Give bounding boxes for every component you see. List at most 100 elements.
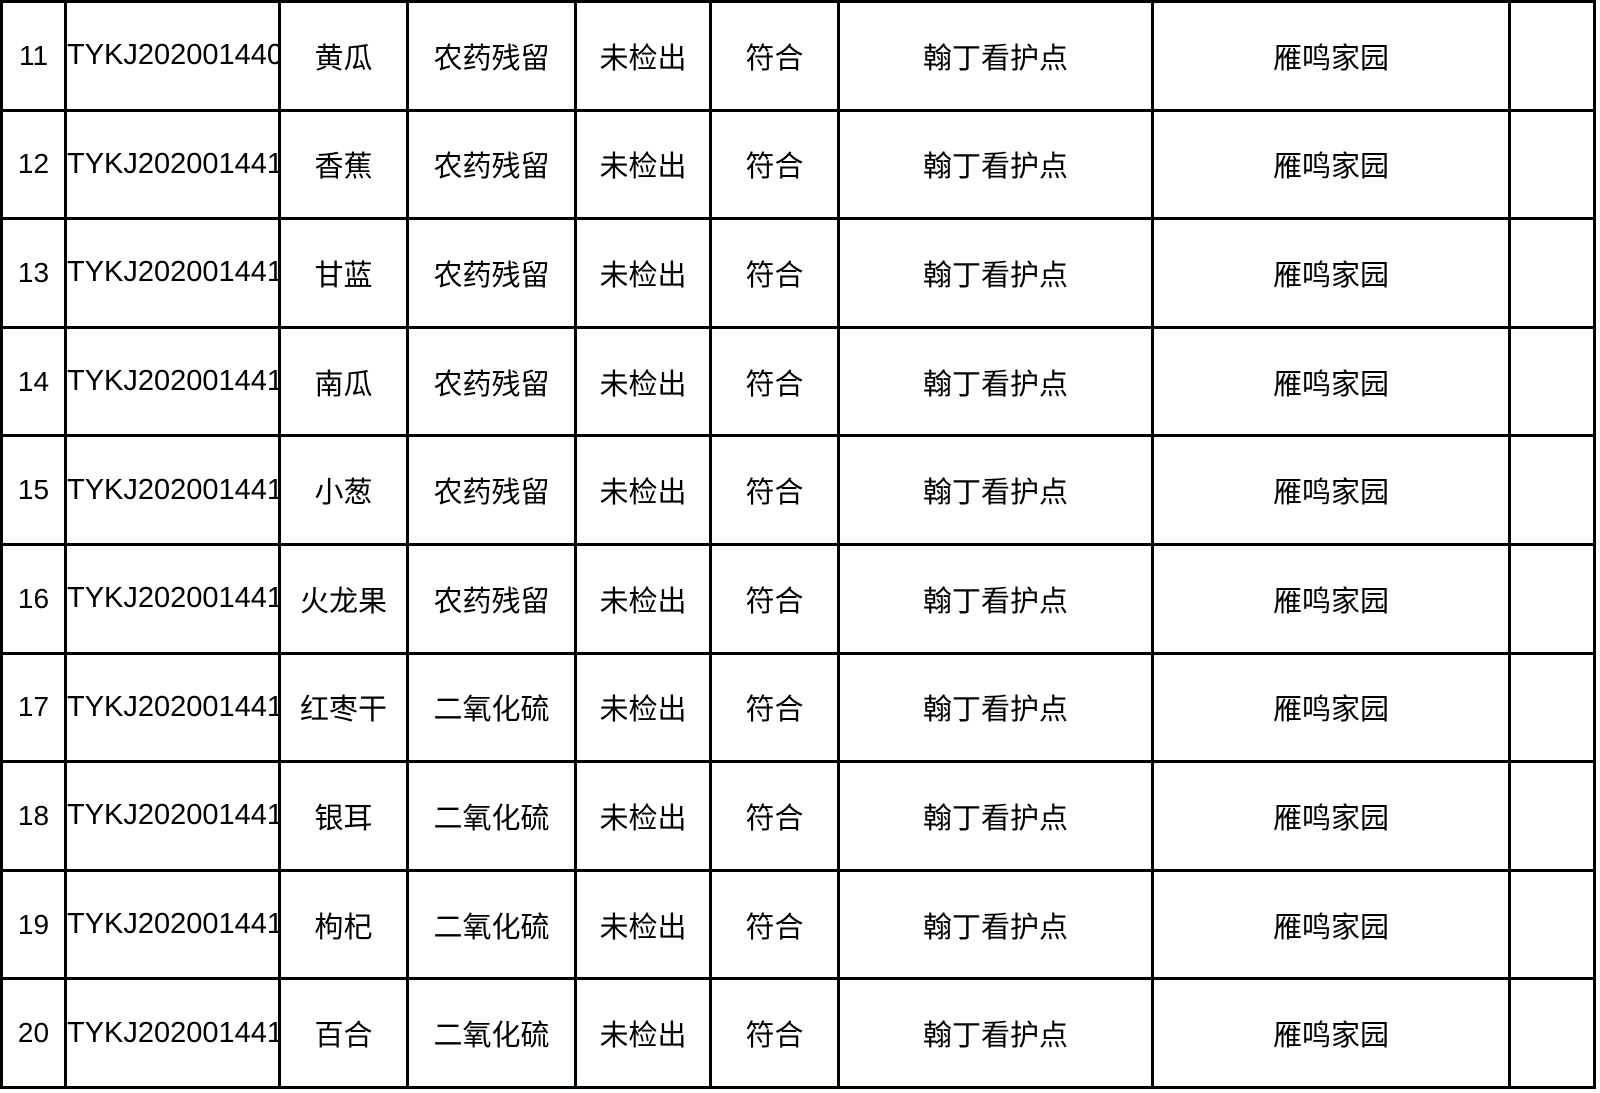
cell-sample-name: 小葱 (278, 434, 409, 546)
cell-test-result: 未检出 (574, 868, 712, 981)
cell-sample-code: TYKJ2020014418 (64, 977, 281, 1089)
cell-row-number: 17 (0, 651, 67, 764)
cell-remark (1508, 651, 1596, 764)
cell-test-result: 未检出 (574, 434, 712, 546)
cell-sample-code: TYKJ2020014414 (64, 542, 281, 655)
cell-remark (1508, 0, 1596, 112)
cell-sampling-site: 翰丁看护点 (837, 108, 1154, 221)
cell-row-number: 12 (0, 108, 67, 221)
cell-conclusion: 符合 (709, 217, 840, 329)
cell-sampling-place: 雁鸣家园 (1151, 0, 1511, 112)
cell-test-result: 未检出 (574, 217, 712, 329)
cell-sampling-site: 翰丁看护点 (837, 760, 1154, 872)
cell-row-number: 11 (0, 0, 67, 112)
cell-sample-code: TYKJ2020014413 (64, 434, 281, 546)
cell-sampling-place: 雁鸣家园 (1151, 217, 1511, 329)
cell-test-item: 农药残留 (406, 542, 577, 655)
cell-test-result: 未检出 (574, 977, 712, 1089)
cell-sample-code: TYKJ2020014415 (64, 651, 281, 764)
table-row: 12 TYKJ2020014410 香蕉 农药残留 未检出 符合 翰丁看护点 雁… (0, 108, 1596, 221)
table-row: 13 TYKJ2020014411 甘蓝 农药残留 未检出 符合 翰丁看护点 雁… (0, 217, 1596, 329)
cell-sample-name: 火龙果 (278, 542, 409, 655)
cell-conclusion: 符合 (709, 651, 840, 764)
cell-remark (1508, 325, 1596, 438)
cell-test-result: 未检出 (574, 325, 712, 438)
table-row: 19 TYKJ2020014417 枸杞 二氧化硫 未检出 符合 翰丁看护点 雁… (0, 868, 1596, 981)
table-row: 20 TYKJ2020014418 百合 二氧化硫 未检出 符合 翰丁看护点 雁… (0, 977, 1596, 1089)
cell-sample-code: TYKJ2020014417 (64, 868, 281, 981)
cell-test-item: 农药残留 (406, 217, 577, 329)
cell-test-item: 二氧化硫 (406, 977, 577, 1089)
cell-row-number: 14 (0, 325, 67, 438)
cell-sampling-place: 雁鸣家园 (1151, 542, 1511, 655)
cell-test-result: 未检出 (574, 0, 712, 112)
cell-test-result: 未检出 (574, 651, 712, 764)
cell-conclusion: 符合 (709, 868, 840, 981)
cell-test-item: 农药残留 (406, 108, 577, 221)
cell-sample-name: 甘蓝 (278, 217, 409, 329)
cell-test-item: 农药残留 (406, 0, 577, 112)
cell-sample-name: 枸杞 (278, 868, 409, 981)
cell-conclusion: 符合 (709, 760, 840, 872)
table-row: 15 TYKJ2020014413 小葱 农药残留 未检出 符合 翰丁看护点 雁… (0, 434, 1596, 546)
table-row: 14 TYKJ2020014412 南瓜 农药残留 未检出 符合 翰丁看护点 雁… (0, 325, 1596, 438)
cell-test-item: 二氧化硫 (406, 651, 577, 764)
cell-sampling-site: 翰丁看护点 (837, 325, 1154, 438)
cell-test-result: 未检出 (574, 542, 712, 655)
cell-remark (1508, 977, 1596, 1089)
cell-conclusion: 符合 (709, 108, 840, 221)
cell-row-number: 20 (0, 977, 67, 1089)
cell-sampling-place: 雁鸣家园 (1151, 434, 1511, 546)
cell-row-number: 18 (0, 760, 67, 872)
cell-sampling-place: 雁鸣家园 (1151, 651, 1511, 764)
cell-remark (1508, 108, 1596, 221)
table-row: 18 TYKJ2020014416 银耳 二氧化硫 未检出 符合 翰丁看护点 雁… (0, 760, 1596, 872)
cell-remark (1508, 217, 1596, 329)
cell-conclusion: 符合 (709, 325, 840, 438)
cell-test-item: 二氧化硫 (406, 760, 577, 872)
cell-sample-code: TYKJ2020014409 (64, 0, 281, 112)
cell-conclusion: 符合 (709, 0, 840, 112)
cell-remark (1508, 868, 1596, 981)
cell-test-result: 未检出 (574, 108, 712, 221)
cell-test-result: 未检出 (574, 760, 712, 872)
cell-test-item: 农药残留 (406, 434, 577, 546)
cell-sampling-site: 翰丁看护点 (837, 868, 1154, 981)
cell-remark (1508, 434, 1596, 546)
cell-sample-code: TYKJ2020014416 (64, 760, 281, 872)
cell-sample-code: TYKJ2020014410 (64, 108, 281, 221)
cell-sampling-place: 雁鸣家园 (1151, 760, 1511, 872)
cell-sample-name: 香蕉 (278, 108, 409, 221)
cell-sample-code: TYKJ2020014412 (64, 325, 281, 438)
cell-row-number: 16 (0, 542, 67, 655)
cell-remark (1508, 760, 1596, 872)
cell-sampling-site: 翰丁看护点 (837, 217, 1154, 329)
cell-test-item: 二氧化硫 (406, 868, 577, 981)
cell-sampling-place: 雁鸣家园 (1151, 868, 1511, 981)
cell-row-number: 19 (0, 868, 67, 981)
cell-sample-name: 百合 (278, 977, 409, 1089)
cell-sampling-place: 雁鸣家园 (1151, 977, 1511, 1089)
cell-conclusion: 符合 (709, 542, 840, 655)
cell-sampling-site: 翰丁看护点 (837, 977, 1154, 1089)
cell-conclusion: 符合 (709, 977, 840, 1089)
cell-sample-name: 南瓜 (278, 325, 409, 438)
cell-sampling-site: 翰丁看护点 (837, 651, 1154, 764)
cell-sampling-site: 翰丁看护点 (837, 434, 1154, 546)
cell-row-number: 15 (0, 434, 67, 546)
cell-sample-code: TYKJ2020014411 (64, 217, 281, 329)
table-row: 17 TYKJ2020014415 红枣干 二氧化硫 未检出 符合 翰丁看护点 … (0, 651, 1596, 764)
cell-conclusion: 符合 (709, 434, 840, 546)
cell-remark (1508, 542, 1596, 655)
cell-row-number: 13 (0, 217, 67, 329)
cell-sampling-place: 雁鸣家园 (1151, 325, 1511, 438)
table-row: 16 TYKJ2020014414 火龙果 农药残留 未检出 符合 翰丁看护点 … (0, 542, 1596, 655)
cell-sample-name: 黄瓜 (278, 0, 409, 112)
cell-sampling-place: 雁鸣家园 (1151, 108, 1511, 221)
cell-sample-name: 红枣干 (278, 651, 409, 764)
cell-sampling-site: 翰丁看护点 (837, 542, 1154, 655)
table-row: 11 TYKJ2020014409 黄瓜 农药残留 未检出 符合 翰丁看护点 雁… (0, 0, 1596, 112)
